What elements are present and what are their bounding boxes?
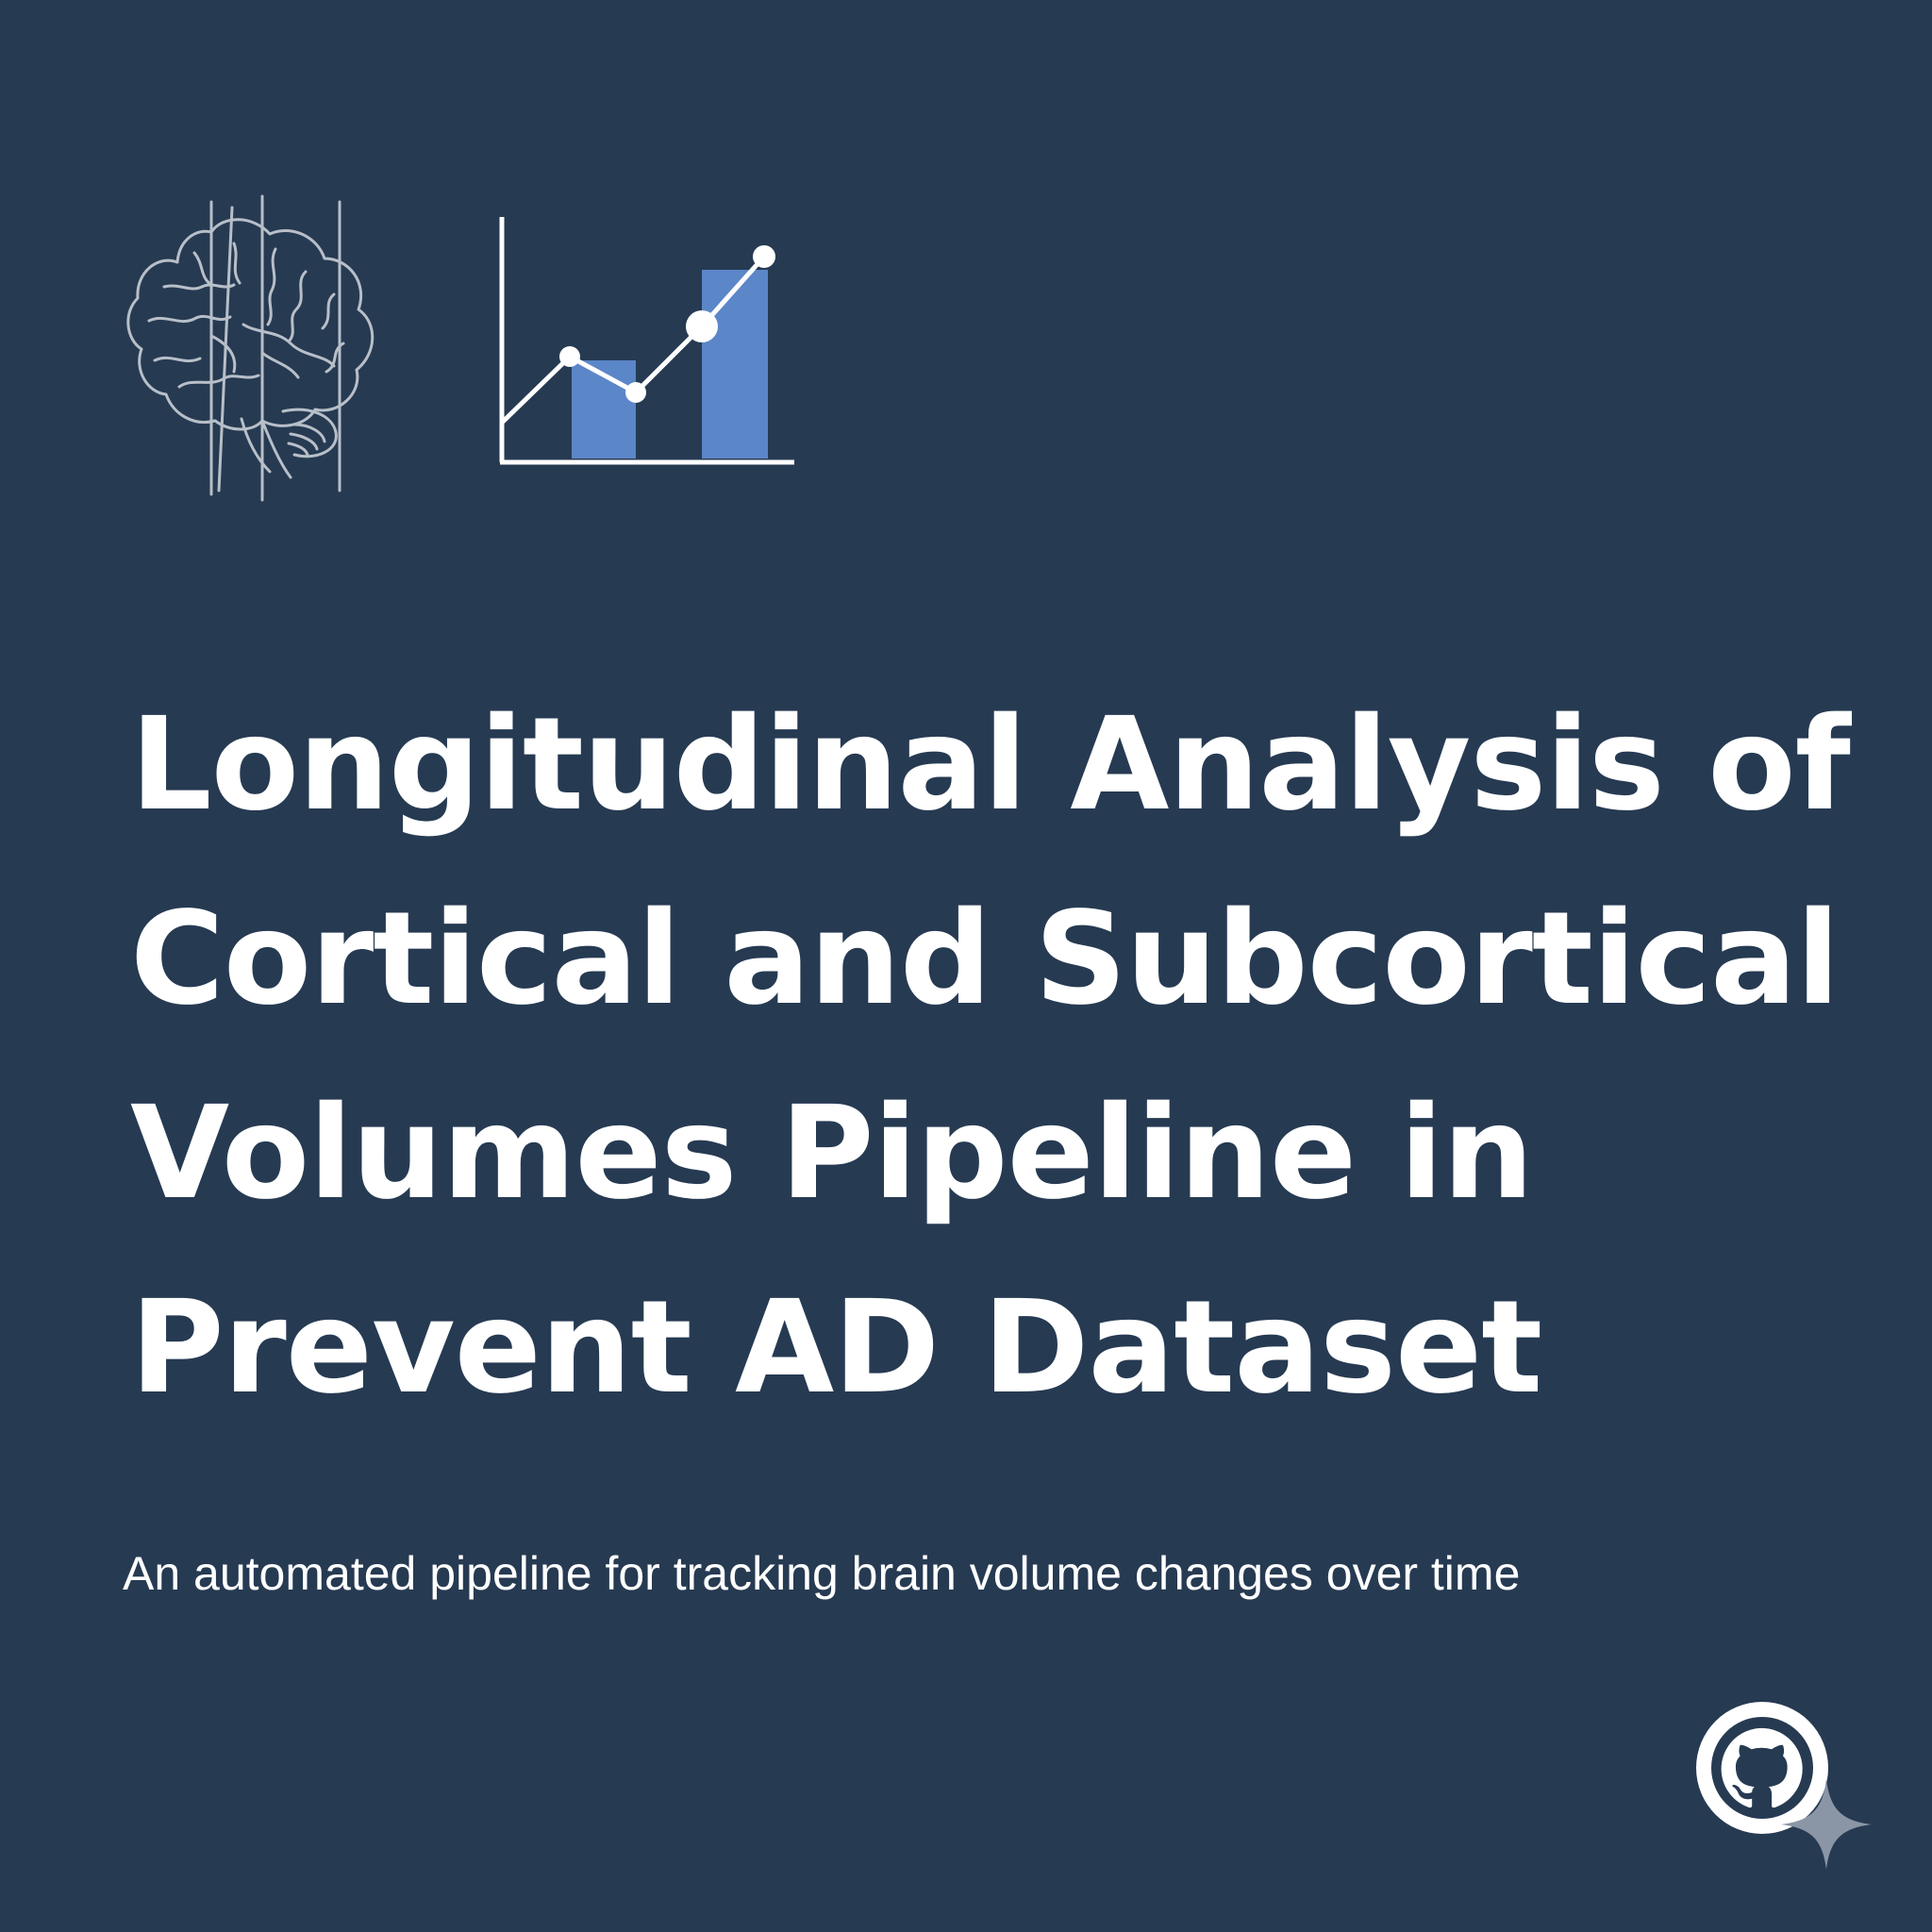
chart-icon [499, 217, 794, 465]
brain-icon [126, 194, 375, 502]
chart-point [559, 346, 580, 367]
chart-point [686, 310, 718, 342]
chart-point [625, 382, 646, 403]
github-icon[interactable] [1694, 1700, 1830, 1836]
sparkle-icon [1781, 1779, 1872, 1870]
title-line: Prevent AD Dataset [130, 1274, 1542, 1423]
chart-bar [702, 270, 768, 458]
title-line: Cortical and Subcortical [130, 885, 1840, 1034]
page-subtitle: An automated pipeline for tracking brain… [123, 1547, 1521, 1600]
title-line: Volumes Pipeline in [130, 1079, 1534, 1228]
title-line: Longitudinal Analysis of [130, 691, 1851, 840]
chart-point [753, 245, 775, 268]
page-title: Longitudinal Analysis of Cortical and Su… [130, 668, 1851, 1445]
